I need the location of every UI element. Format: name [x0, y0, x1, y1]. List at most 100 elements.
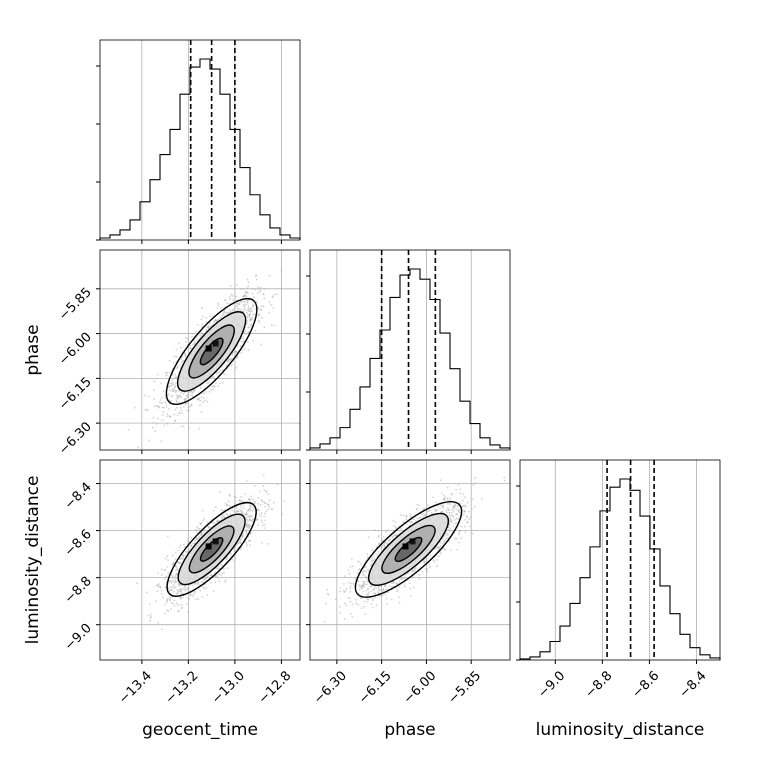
- sample-point: [246, 278, 249, 281]
- x-tick-label: −8.6: [630, 668, 663, 701]
- sample-point: [249, 316, 252, 319]
- sample-point: [177, 590, 180, 592]
- sample-point: [247, 298, 250, 301]
- sample-point: [172, 561, 175, 564]
- sample-point: [448, 523, 451, 526]
- sample-point: [273, 324, 276, 327]
- sample-point: [367, 587, 369, 590]
- sample-point: [347, 597, 350, 599]
- sample-point: [231, 509, 234, 512]
- panel-background: [520, 460, 720, 660]
- sample-point: [249, 515, 252, 518]
- sample-point: [270, 303, 273, 306]
- sample-point: [385, 530, 387, 533]
- sample-point: [174, 419, 177, 422]
- sample-point: [449, 527, 451, 530]
- sample-point: [208, 527, 211, 529]
- sample-point: [283, 500, 286, 503]
- y-tick-label: −8.4: [62, 480, 95, 513]
- sample-point: [245, 516, 248, 519]
- panel-frame: [309, 249, 511, 451]
- sample-point: [281, 512, 283, 515]
- sample-point: [449, 516, 452, 519]
- sample-point: [222, 516, 225, 519]
- sample-point: [373, 587, 376, 590]
- sample-point: [463, 513, 465, 516]
- sample-point: [195, 529, 197, 531]
- sample-point: [152, 417, 155, 419]
- sample-point: [259, 286, 262, 289]
- sample-point: [270, 324, 273, 326]
- sample-point: [437, 504, 440, 507]
- histogram-luminosity_distance: −9.0 −8.8 −8.6 −8.4: [516, 459, 721, 701]
- sample-point: [184, 336, 187, 339]
- sample-point: [218, 382, 221, 385]
- sample-point: [260, 512, 263, 515]
- sample-point: [231, 294, 234, 297]
- sample-point: [249, 318, 252, 321]
- sample-point: [208, 391, 211, 393]
- sample-point: [178, 394, 181, 397]
- sample-point: [207, 525, 210, 528]
- sample-point: [246, 521, 249, 524]
- sample-point: [229, 298, 232, 300]
- sample-point: [245, 480, 248, 482]
- histogram-step: [309, 268, 511, 450]
- sample-point: [201, 595, 204, 598]
- sample-point: [170, 400, 172, 402]
- sample-point: [349, 590, 352, 593]
- sample-point: [174, 580, 177, 583]
- sample-point: [173, 355, 176, 358]
- sample-point: [432, 559, 435, 562]
- sample-point: [238, 303, 241, 306]
- sample-point: [159, 585, 162, 588]
- sample-point: [366, 600, 369, 603]
- sample-point: [242, 337, 245, 340]
- sample-point: [437, 555, 440, 558]
- sample-point: [462, 499, 464, 502]
- sample-point: [249, 495, 252, 498]
- sample-point: [258, 321, 260, 324]
- sample-point: [439, 551, 442, 553]
- sample-point: [246, 287, 248, 290]
- sample-point: [201, 323, 204, 326]
- sample-point: [186, 409, 188, 412]
- sample-point: [157, 406, 160, 409]
- sample-point: [184, 397, 187, 400]
- sample-point: [167, 571, 170, 574]
- sample-point: [225, 311, 227, 314]
- sample-point: [213, 522, 216, 524]
- sample-point: [146, 409, 149, 412]
- sample-point: [247, 326, 250, 328]
- sample-point: [192, 593, 195, 596]
- sample-point: [189, 347, 192, 350]
- sample-point: [196, 398, 199, 400]
- sample-point: [402, 514, 405, 517]
- sample-point: [364, 583, 367, 586]
- sample-point: [194, 583, 196, 585]
- sample-point: [455, 489, 457, 491]
- sample-point: [178, 412, 181, 414]
- sample-point: [263, 505, 266, 508]
- sample-point: [182, 592, 185, 595]
- sample-point: [220, 369, 222, 372]
- sample-point: [235, 506, 238, 509]
- sample-point: [191, 335, 193, 338]
- sample-point: [226, 359, 229, 361]
- sample-point: [458, 541, 460, 544]
- scatter-points: [136, 474, 286, 631]
- sample-point: [161, 402, 163, 404]
- sample-point: [166, 535, 169, 538]
- sample-point: [246, 315, 249, 318]
- sample-point: [175, 375, 178, 378]
- sample-point: [469, 516, 472, 519]
- sample-point: [166, 600, 168, 603]
- sample-point: [191, 392, 194, 394]
- sample-point: [217, 302, 220, 305]
- sample-point: [422, 512, 425, 515]
- sample-point: [422, 515, 424, 518]
- contour-line: [177, 311, 247, 392]
- sample-point: [257, 496, 260, 499]
- sample-point: [206, 400, 209, 403]
- sample-point: [220, 307, 222, 310]
